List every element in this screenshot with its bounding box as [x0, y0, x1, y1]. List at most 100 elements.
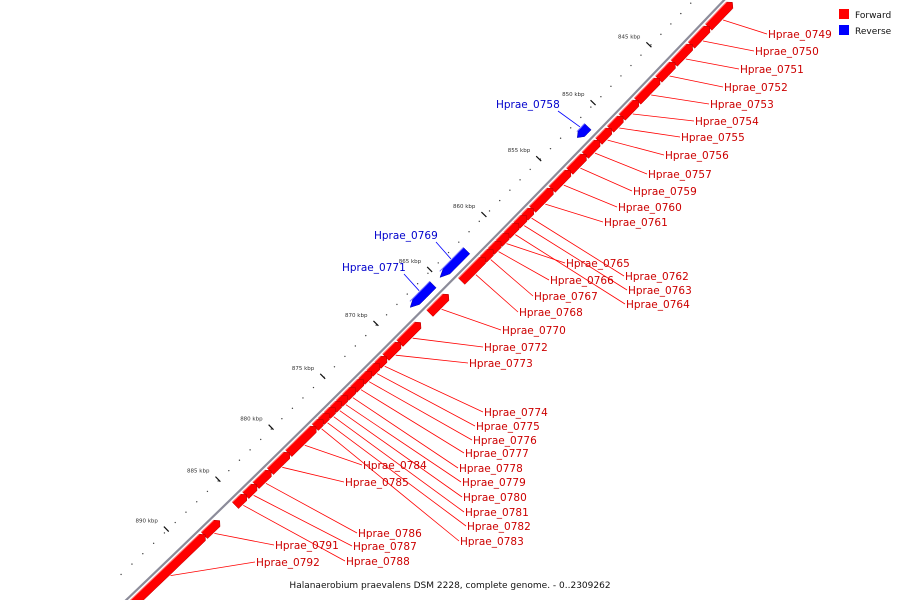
minor-tick: [333, 366, 336, 368]
label-connector: [265, 482, 358, 534]
gene-label-hprae_0751[interactable]: Hprae_0751: [740, 64, 804, 76]
gene-highlight: [323, 406, 330, 413]
gene-label-hprae_0774[interactable]: Hprae_0774: [484, 407, 548, 419]
gene-label-hprae_0752[interactable]: Hprae_0752: [724, 82, 788, 94]
gene-highlight: [409, 281, 431, 302]
gene-label-hprae_0762[interactable]: Hprae_0762: [625, 271, 689, 283]
major-tick: [645, 41, 652, 48]
major-tick: [215, 476, 221, 483]
gene-highlight: [487, 240, 496, 249]
gene-label-hprae_0792[interactable]: Hprae_0792: [256, 557, 320, 569]
label-connector: [531, 217, 625, 277]
gene-highlight: [513, 214, 521, 223]
gene-highlight: [382, 341, 396, 355]
minor-tick: [385, 314, 388, 316]
minor-tick: [396, 303, 398, 306]
gene-label-hprae_0760[interactable]: Hprae_0760: [618, 202, 682, 214]
tick-label: 875 kbp: [292, 366, 315, 372]
gene-highlight: [458, 256, 480, 279]
gene-label-hprae_0780[interactable]: Hprae_0780: [463, 492, 527, 504]
label-connector: [333, 416, 465, 513]
gene-label-hprae_0757[interactable]: Hprae_0757: [648, 169, 712, 181]
gene-label-hprae_0767[interactable]: Hprae_0767: [534, 291, 598, 303]
gene-feature-hprae_0770[interactable]: [426, 293, 450, 317]
gene-label-hprae_0761[interactable]: Hprae_0761: [604, 217, 668, 229]
tick-label: 850 kbp: [562, 92, 585, 98]
gene-highlight: [242, 483, 252, 493]
gene-label-hprae_0777[interactable]: Hprae_0777: [465, 448, 529, 460]
legend-reverse-label: Reverse: [855, 27, 892, 37]
gene-highlight: [335, 394, 342, 401]
gene-highlight: [576, 123, 585, 132]
gene-label-hprae_0763[interactable]: Hprae_0763: [628, 285, 692, 297]
minor-tick: [174, 521, 176, 524]
gene-label-hprae_0759[interactable]: Hprae_0759: [633, 186, 697, 198]
minor-tick: [344, 355, 346, 358]
label-connector: [523, 225, 628, 291]
label-connector: [441, 308, 502, 331]
gene-label-hprae_0769[interactable]: Hprae_0769: [374, 230, 438, 242]
gene-label-hprae_0786[interactable]: Hprae_0786: [358, 528, 422, 540]
backbone-line: [124, 0, 726, 600]
gene-label-hprae_0775[interactable]: Hprae_0775: [476, 421, 540, 433]
gene-label-hprae_0754[interactable]: Hprae_0754: [695, 116, 759, 128]
major-tick: [373, 320, 379, 327]
gene-label-hprae_0783[interactable]: Hprae_0783: [460, 536, 524, 548]
gene-highlight: [358, 370, 366, 379]
tick-label: 870 kbp: [345, 313, 368, 319]
gene-label-hprae_0758[interactable]: Hprae_0758: [496, 99, 560, 111]
gene-label-hprae_0785[interactable]: Hprae_0785: [345, 477, 409, 489]
gene-label-hprae_0765[interactable]: Hprae_0765: [566, 258, 630, 270]
label-connector: [253, 494, 353, 547]
gene-label-hprae_0764[interactable]: Hprae_0764: [626, 299, 690, 311]
gene-highlight: [670, 43, 687, 61]
gene-feature-hprae_0792[interactable]: [128, 533, 206, 600]
gene-label-hprae_0749[interactable]: Hprae_0749: [768, 29, 832, 41]
minor-tick: [650, 44, 652, 46]
gene-highlight: [633, 77, 654, 99]
gene-label-hprae_0768[interactable]: Hprae_0768: [519, 307, 583, 319]
gene-label-hprae_0770[interactable]: Hprae_0770: [502, 325, 566, 337]
label-connector: [490, 259, 534, 297]
gene-label-hprae_0773[interactable]: Hprae_0773: [469, 358, 533, 370]
gene-highlight: [329, 400, 336, 407]
label-connector: [170, 561, 256, 576]
minor-tick: [375, 324, 377, 326]
gene-label-hprae_0753[interactable]: Hprae_0753: [710, 99, 774, 111]
gene-feature-hprae_0758[interactable]: [577, 123, 592, 138]
minor-tick: [559, 137, 562, 139]
label-connector: [327, 422, 467, 527]
minor-tick: [152, 542, 155, 545]
gene-label-hprae_0756[interactable]: Hprae_0756: [665, 150, 729, 162]
label-connector: [632, 113, 695, 122]
gene-label-hprae_0778[interactable]: Hprae_0778: [459, 463, 523, 475]
minor-tick: [163, 532, 166, 534]
gene-label-hprae_0779[interactable]: Hprae_0779: [462, 477, 526, 489]
gene-label-hprae_0781[interactable]: Hprae_0781: [465, 507, 529, 519]
gene-label-hprae_0782[interactable]: Hprae_0782: [467, 521, 531, 533]
gene-label-hprae_0750[interactable]: Hprae_0750: [755, 46, 819, 58]
tick-label: 855 kbp: [508, 148, 531, 154]
gene-label-hprae_0766[interactable]: Hprae_0766: [550, 275, 614, 287]
gene-label-hprae_0776[interactable]: Hprae_0776: [473, 435, 537, 447]
minor-tick: [406, 293, 408, 295]
gene-label-hprae_0791[interactable]: Hprae_0791: [275, 540, 339, 552]
label-connector: [506, 243, 566, 264]
gene-label-hprae_0755[interactable]: Hprae_0755: [681, 132, 745, 144]
gene-label-hprae_0784[interactable]: Hprae_0784: [363, 460, 427, 472]
minor-tick: [509, 189, 511, 191]
gene-highlight: [350, 378, 358, 387]
gene-highlight: [479, 248, 488, 257]
gene-label-hprae_0771[interactable]: Hprae_0771: [342, 262, 406, 274]
minor-tick: [365, 334, 367, 337]
legend-forward-label: Forward: [855, 11, 891, 21]
gene-label-hprae_0788[interactable]: Hprae_0788: [346, 556, 410, 568]
gene-label-hprae_0772[interactable]: Hprae_0772: [484, 342, 548, 354]
minor-tick: [447, 251, 450, 254]
label-connector: [498, 251, 550, 281]
gene-highlight: [439, 247, 464, 272]
minor-tick: [660, 33, 662, 36]
gene-label-hprae_0787[interactable]: Hprae_0787: [353, 541, 417, 553]
label-connector: [669, 75, 724, 88]
